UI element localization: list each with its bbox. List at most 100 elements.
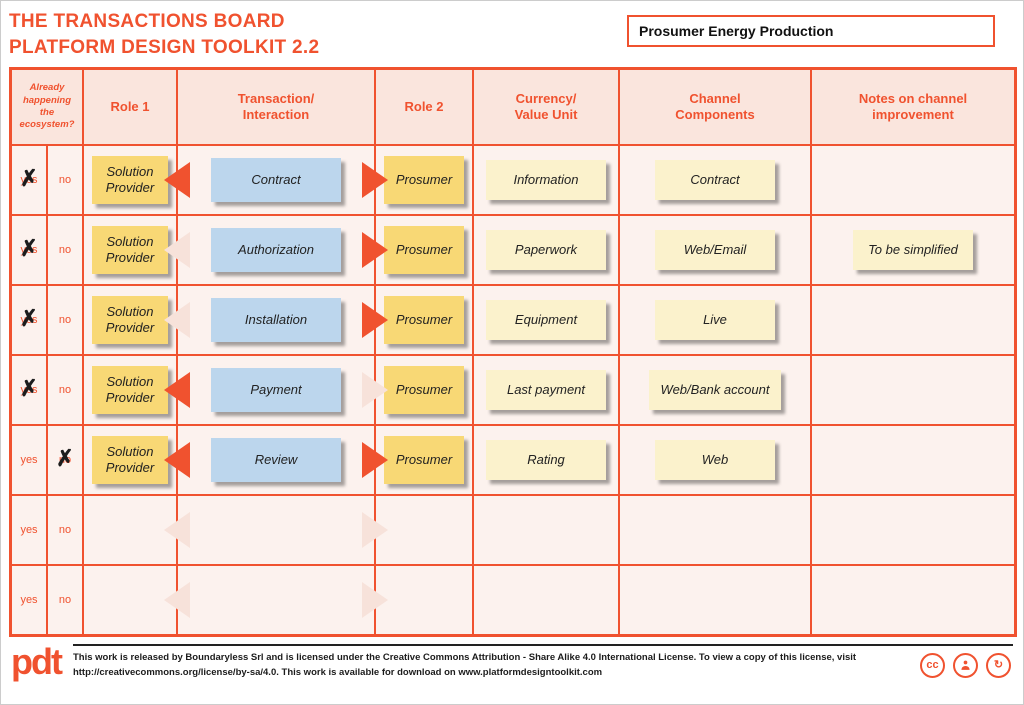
yes-option[interactable]: yes xyxy=(12,426,48,494)
transaction-cell xyxy=(164,496,388,564)
right-arrow-icon xyxy=(362,232,388,268)
role1-cell: Solution Provider xyxy=(84,286,176,354)
footer-license-block: This work is released by Boundaryless Sr… xyxy=(72,644,1013,680)
notes-cell xyxy=(812,566,1014,634)
right-arrow-icon xyxy=(362,302,388,338)
transaction-sticky[interactable]: Authorization xyxy=(211,228,341,272)
footer: pdt This work is released by Boundaryles… xyxy=(9,643,1015,680)
transaction-sticky[interactable]: Payment xyxy=(211,368,341,412)
right-arrow-icon xyxy=(362,162,388,198)
role2-cell: Prosumer xyxy=(376,146,472,214)
role2-sticky[interactable]: Prosumer xyxy=(383,436,465,484)
already-happening-cell: yes no xyxy=(12,566,82,634)
role1-sticky[interactable]: Solution Provider xyxy=(92,296,168,344)
already-happening-cell: yes ✗ no xyxy=(12,286,82,354)
role2-sticky[interactable]: Prosumer xyxy=(383,366,465,414)
right-arrow-icon xyxy=(362,512,388,548)
already-happening-cell: yes ✗ no xyxy=(12,356,82,424)
already-happening-cell: yes ✗ no xyxy=(12,216,82,284)
role1-cell: Solution Provider xyxy=(84,146,176,214)
share-alike-icon: ↻ xyxy=(986,653,1011,679)
role1-sticky[interactable]: Solution Provider xyxy=(92,226,168,274)
role1-sticky[interactable]: Solution Provider xyxy=(92,366,168,414)
role1-sticky[interactable]: Solution Provider xyxy=(92,436,168,484)
channel-cell xyxy=(620,496,810,564)
right-arrow-icon xyxy=(362,372,388,408)
currency-cell: Paperwork xyxy=(474,216,618,284)
transactions-table: Already happening the ecosystem? Role 1 … xyxy=(9,67,1017,637)
role1-sticky[interactable]: Solution Provider xyxy=(92,156,168,204)
channel-cell: Web xyxy=(620,426,810,494)
role1-cell: Solution Provider xyxy=(84,356,176,424)
role2-sticky[interactable]: Prosumer xyxy=(383,296,465,344)
page-subtitle: PLATFORM DESIGN TOOLKIT 2.2 xyxy=(9,37,320,58)
no-option[interactable]: no xyxy=(58,384,72,396)
left-arrow-icon xyxy=(164,582,190,618)
channel-cell: Contract xyxy=(620,146,810,214)
role2-cell: Prosumer xyxy=(376,426,472,494)
role2-cell xyxy=(376,496,472,564)
already-happening-cell: yes ✗ no xyxy=(12,146,82,214)
no-option[interactable]: no xyxy=(58,244,72,256)
already-happening-cell: yes no xyxy=(12,496,82,564)
notes-sticky[interactable]: To be simplified xyxy=(853,230,973,270)
currency-sticky[interactable]: Paperwork xyxy=(486,230,606,270)
role2-cell xyxy=(376,566,472,634)
left-arrow-icon xyxy=(164,302,190,338)
role1-cell: Solution Provider xyxy=(84,216,176,284)
right-arrow-icon xyxy=(362,442,388,478)
role2-cell: Prosumer xyxy=(376,216,472,284)
no-option[interactable]: no xyxy=(58,594,72,606)
yes-option[interactable]: yes ✗ xyxy=(12,146,48,214)
transaction-sticky[interactable]: Review xyxy=(211,438,341,482)
role2-cell: Prosumer xyxy=(376,286,472,354)
currency-cell: Rating xyxy=(474,426,618,494)
notes-cell: To be simplified xyxy=(812,216,1014,284)
board-name-label: Prosumer Energy Production xyxy=(639,23,834,39)
cc-license-icon: cc xyxy=(920,653,945,679)
transaction-sticky[interactable]: Contract xyxy=(211,158,341,202)
transaction-cell: Contract xyxy=(164,146,388,214)
board-name-box: Prosumer Energy Production xyxy=(627,15,995,47)
yes-option[interactable]: yes ✗ xyxy=(12,216,48,284)
channel-cell xyxy=(620,566,810,634)
yes-option[interactable]: yes ✗ xyxy=(12,286,48,354)
channel-sticky[interactable]: Web xyxy=(655,440,775,480)
left-arrow-icon xyxy=(164,442,190,478)
left-arrow-icon xyxy=(164,372,190,408)
yes-option[interactable]: yes xyxy=(12,566,48,634)
notes-cell xyxy=(812,146,1014,214)
channel-sticky[interactable]: Live xyxy=(655,300,775,340)
channel-sticky[interactable]: Web/Email xyxy=(655,230,775,270)
channel-sticky[interactable]: Web/Bank account xyxy=(648,370,782,410)
transaction-sticky[interactable]: Installation xyxy=(211,298,341,342)
yes-option[interactable]: yes ✗ xyxy=(12,356,48,424)
no-option[interactable]: no xyxy=(58,174,72,186)
creative-commons-icons: cc ↻ xyxy=(920,653,1013,679)
yes-option[interactable]: yes xyxy=(12,496,48,564)
license-text: This work is released by Boundaryless Sr… xyxy=(73,651,906,680)
currency-sticky[interactable]: Last payment xyxy=(486,370,606,410)
no-option[interactable]: no ✗ xyxy=(54,444,76,472)
channel-sticky[interactable]: Contract xyxy=(655,160,775,200)
currency-sticky[interactable]: Equipment xyxy=(486,300,606,340)
license-line-1: This work is released by Boundaryless Sr… xyxy=(72,652,857,663)
no-option[interactable]: no xyxy=(58,524,72,536)
left-arrow-icon xyxy=(164,512,190,548)
left-arrow-icon xyxy=(164,162,190,198)
transaction-cell: Review xyxy=(164,426,388,494)
transaction-cell: Authorization xyxy=(164,216,388,284)
role1-cell xyxy=(84,566,176,634)
role2-sticky[interactable]: Prosumer xyxy=(383,226,465,274)
column-header-role1: Role 1 xyxy=(84,70,176,144)
right-arrow-icon xyxy=(362,582,388,618)
transaction-cell xyxy=(164,566,388,634)
currency-cell: Last payment xyxy=(474,356,618,424)
currency-sticky[interactable]: Rating xyxy=(486,440,606,480)
currency-cell xyxy=(474,566,618,634)
column-header-notes: Notes on channel improvement xyxy=(812,70,1014,144)
role2-sticky[interactable]: Prosumer xyxy=(383,156,465,204)
currency-sticky[interactable]: Information xyxy=(486,160,606,200)
no-option[interactable]: no xyxy=(58,314,72,326)
